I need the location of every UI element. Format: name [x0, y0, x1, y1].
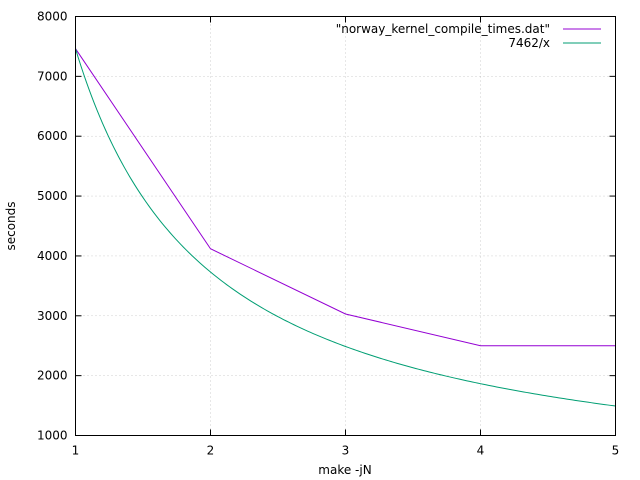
y-tick-label: 1000 — [37, 429, 68, 443]
y-tick-label: 6000 — [37, 129, 68, 143]
y-axis-label: seconds — [4, 201, 18, 250]
grid-lines — [75, 16, 616, 436]
x-axis-label: make -jN — [318, 463, 371, 477]
x-tick-label: 3 — [342, 444, 350, 458]
axis-ticks: 1000 2000 3000 4000 5000 6000 7000 8000 1 2 3 4 5 — [37, 10, 619, 458]
x-tick-label: 4 — [477, 444, 485, 458]
y-tick-label: 2000 — [37, 369, 68, 383]
series-line-1 — [75, 48, 616, 347]
legend: "norway_kernel_compile_times.dat"7462/x — [336, 22, 601, 50]
x-tick-label: 1 — [72, 444, 80, 458]
series-line-2 — [75, 48, 616, 407]
legend-label-2: 7462/x — [508, 36, 550, 50]
y-tick-label: 3000 — [37, 309, 68, 323]
y-tick-label: 7000 — [37, 69, 68, 83]
y-tick-label: 5000 — [37, 189, 68, 203]
x-tick-label: 2 — [207, 444, 215, 458]
x-tick-label: 5 — [612, 444, 620, 458]
y-tick-label: 4000 — [37, 249, 68, 263]
series-lines — [75, 48, 616, 407]
y-tick-label: 8000 — [37, 10, 68, 24]
legend-label-1: "norway_kernel_compile_times.dat" — [336, 22, 550, 36]
